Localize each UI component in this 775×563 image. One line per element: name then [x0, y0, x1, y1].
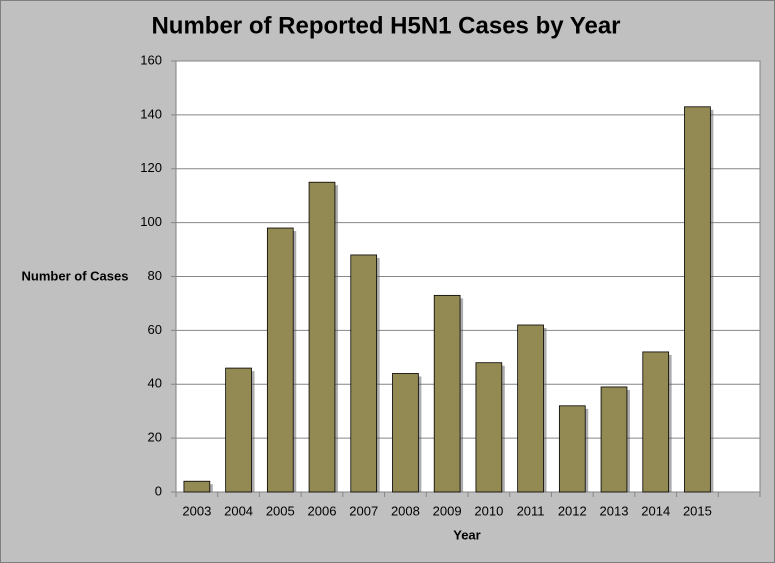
bar: [308, 181, 336, 493]
bar: [225, 367, 252, 493]
chart-title: Number of Reported H5N1 Cases by Year: [151, 12, 620, 39]
x-axis-title: Year: [453, 527, 480, 542]
bar: [266, 227, 294, 493]
x-tick-label: 2009: [433, 503, 462, 518]
y-tick-label: 40: [148, 376, 162, 391]
y-tick-label: 0: [155, 483, 162, 498]
x-tick-label: 2003: [182, 503, 211, 518]
y-tick-label: 120: [140, 160, 162, 175]
y-tick-label: 100: [140, 214, 162, 229]
bar: [183, 480, 211, 493]
y-tick-label: 80: [148, 268, 162, 283]
x-tick-label: 2007: [349, 503, 378, 518]
x-tick-label: 2013: [600, 503, 629, 518]
bar: [433, 294, 461, 493]
x-tick-label: 2006: [308, 503, 337, 518]
y-tick-label: 160: [140, 52, 162, 67]
bar: [684, 106, 711, 493]
bar: [600, 386, 628, 493]
x-tick-label: 2011: [517, 503, 545, 518]
x-tick-label: 2015: [683, 503, 712, 518]
bar: [475, 362, 503, 493]
bar: [642, 351, 670, 493]
y-tick-label: 20: [148, 430, 162, 445]
bar: [558, 405, 586, 493]
y-tick-label: 60: [148, 322, 162, 337]
bar: [350, 254, 378, 493]
x-tick-label: 2014: [641, 503, 670, 518]
bar: [392, 373, 419, 493]
x-tick-label: 2004: [224, 503, 253, 518]
y-tick-label: 140: [140, 106, 162, 121]
x-tick-label: 2008: [391, 503, 420, 518]
x-tick-label: 2005: [266, 503, 295, 518]
x-tick-label: 2012: [558, 503, 587, 518]
y-axis-title: Number of Cases: [22, 268, 129, 283]
x-tick-label: 2010: [474, 503, 503, 518]
bar: [517, 324, 544, 493]
